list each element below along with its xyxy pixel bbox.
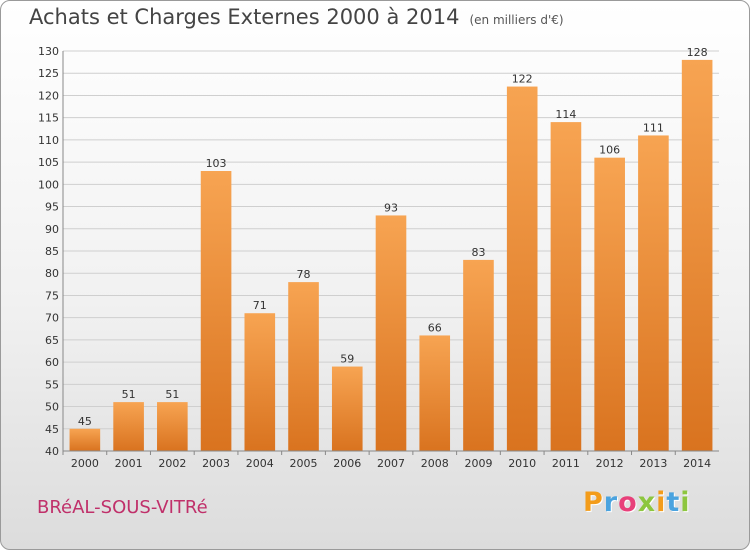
bar-2001 [113,402,144,451]
bar-2004 [244,313,276,451]
bar-2000 [69,428,101,451]
logo-letter: o [618,487,638,518]
city-name: BRéAL-SOUS-VITRé [37,497,208,518]
y-tick-label: 95 [45,201,59,214]
y-tick-label: 45 [45,423,59,436]
bar-2005 [288,282,319,451]
y-tick-label: 120 [38,89,59,102]
value-label-2006: 59 [340,353,354,366]
value-label-2013: 111 [643,121,664,134]
value-label-2010: 122 [512,73,533,86]
bar-2011 [550,122,582,451]
chart-title: Achats et Charges Externes 2000 à 2014 [29,5,460,29]
bar-2010 [506,86,538,452]
bar-2014 [681,59,713,452]
x-tick-label-2013: 2013 [639,457,667,470]
x-tick-label-2006: 2006 [333,457,361,470]
x-tick-label-2012: 2012 [596,457,624,470]
logo-letter: t [666,487,681,518]
x-tick-label-2000: 2000 [71,457,99,470]
y-tick-label: 115 [38,112,59,125]
value-label-2008: 66 [428,321,442,334]
x-tick-label-2007: 2007 [377,457,405,470]
y-tick-label: 70 [45,312,59,325]
value-label-2003: 103 [206,157,227,170]
value-label-2007: 93 [384,201,398,214]
logo-letter: i [656,487,667,518]
bar-2013 [638,135,669,451]
y-tick-label: 75 [45,289,59,302]
x-tick-label-2010: 2010 [508,457,536,470]
x-tick-label-2008: 2008 [421,457,449,470]
y-tick-label: 110 [38,134,59,147]
x-tick-label-2001: 2001 [115,457,143,470]
x-tick-label-2009: 2009 [464,457,492,470]
value-label-2014: 128 [687,46,708,59]
logo-letter: x [637,487,657,518]
x-tick-label-2004: 2004 [246,457,274,470]
y-tick-label: 50 [45,401,59,414]
y-axis: 40 45 50 55 60 65 70 75 80 85 90 95 100 105 110 115 120 1… [38,45,719,458]
value-label-2005: 78 [297,268,311,281]
value-label-2002: 51 [165,388,179,401]
value-label-2012: 106 [599,144,620,157]
value-label-2000: 45 [78,415,92,428]
value-label-2004: 71 [253,299,267,312]
logo-letter: i [680,487,691,518]
bar-2003 [200,171,232,451]
x-tick-label-2003: 2003 [202,457,230,470]
y-tick-label: 100 [38,178,59,191]
bar-2009 [463,259,494,451]
bar-2007 [375,215,407,451]
y-tick-label: 65 [45,334,59,347]
x-tick-label-2005: 2005 [290,457,318,470]
chart-unit: (en milliers d'€) [469,13,564,27]
x-tick-label-2014: 2014 [683,457,711,470]
y-tick-label: 125 [38,67,59,80]
bar-2008 [419,335,451,451]
y-tick-label: 55 [45,378,59,391]
value-label-2001: 51 [122,388,136,401]
y-tick-label: 130 [38,45,59,58]
bar-2006 [331,366,363,451]
x-tick-label-2011: 2011 [552,457,580,470]
y-tick-label: 40 [45,445,59,458]
value-labels: 45 51 51 103 71 78 59 93 66 83 122 114 106 111 128 [78,46,708,428]
value-label-2011: 114 [555,108,576,121]
y-tick-label: 80 [45,267,59,280]
bar-2012 [594,157,625,451]
y-tick-label: 90 [45,223,59,236]
logo-letter: P [583,487,604,518]
y-tick-label: 60 [45,356,59,369]
proxiti-logo: Proxiti [583,487,691,518]
x-tick-label-2002: 2002 [158,457,186,470]
value-label-2009: 83 [471,246,485,259]
y-tick-label: 85 [45,245,59,258]
bars [69,59,713,452]
logo-letter: r [603,487,619,518]
y-tick-label: 105 [38,156,59,169]
chart-title-block: Achats et Charges Externes 2000 à 2014 (e… [29,5,564,29]
bar-2002 [157,402,188,451]
x-axis: 2000 2001 2002 2003 2004 2005 2006 2007 2008 2009… [62,451,711,470]
